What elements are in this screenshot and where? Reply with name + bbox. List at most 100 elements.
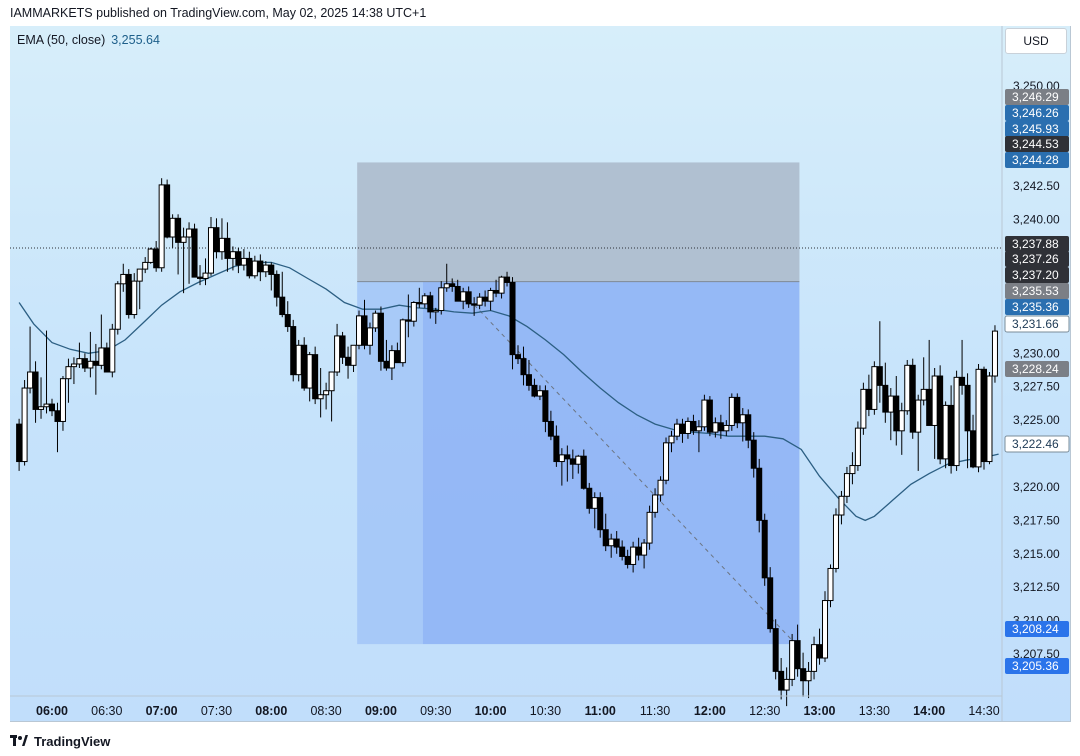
candle — [789, 633, 796, 687]
price-tick-label: 3,230.00 — [1013, 346, 1060, 360]
price-tag: 3,231.66 — [1004, 315, 1070, 333]
time-axis[interactable]: 06:00 06:30 07:00 07:30 08:00 08:30 09:00 09:30… — [10, 695, 1002, 718]
candle — [602, 513, 609, 552]
candle-body — [377, 312, 384, 362]
price-tag-box — [1005, 152, 1069, 168]
candle-body — [476, 296, 483, 306]
candle — [882, 362, 889, 423]
candle-body — [405, 319, 412, 322]
candle-body — [43, 403, 50, 408]
candle-body — [843, 473, 850, 497]
candle — [865, 374, 872, 417]
price-tag: 3,245.93 — [1005, 121, 1069, 137]
candle — [805, 662, 812, 699]
candle-body — [734, 396, 741, 424]
price-tag-box — [1005, 283, 1069, 299]
candle-body — [981, 368, 987, 463]
candle-body — [575, 455, 582, 465]
candle-body — [684, 420, 691, 434]
candle-body — [49, 403, 55, 412]
candle-body — [197, 276, 204, 279]
candle — [131, 273, 138, 319]
price-tag: 3,208.24 — [1005, 621, 1069, 637]
time-tick-label: 07:30 — [201, 704, 232, 718]
ema-legend-label: EMA (50, close) — [17, 33, 106, 47]
candle — [515, 345, 521, 364]
candle-body — [493, 289, 500, 294]
price-tag-box — [1005, 299, 1069, 315]
price-tag-label: 3,235.36 — [1012, 300, 1059, 314]
price-tag-label: 3,245.93 — [1012, 122, 1059, 136]
publish-header: IAMMARKETS published on TradingView.com,… — [10, 6, 427, 20]
indicator-legend[interactable]: EMA (50, close) 3,255.64 — [17, 33, 160, 47]
candle — [158, 178, 165, 272]
candle — [120, 263, 127, 292]
candle-body — [876, 366, 883, 386]
candle — [816, 628, 823, 665]
stop-loss-zone[interactable] — [357, 162, 800, 282]
price-tag-label: 3,205.36 — [1012, 659, 1059, 673]
candle-body — [865, 388, 872, 410]
candle — [114, 281, 121, 335]
candle — [876, 321, 883, 403]
candle-body — [465, 291, 472, 305]
candle-body — [284, 314, 291, 328]
candle — [887, 388, 894, 441]
candle — [904, 359, 911, 415]
price-tags: 3,246.29 3,246.26 3,245.933,244.53 3,244.28… — [1004, 89, 1070, 674]
candle-body — [597, 497, 604, 531]
candle-body — [772, 628, 779, 672]
candle-body — [251, 260, 258, 277]
candle-body — [290, 326, 297, 376]
price-tag-label: 3,244.53 — [1012, 137, 1059, 151]
candle-body — [547, 420, 554, 437]
price-tick-label: 3,227.50 — [1013, 380, 1060, 394]
candle — [399, 318, 406, 367]
candle-body — [756, 467, 763, 521]
candle-body — [229, 251, 236, 259]
candle — [257, 254, 264, 282]
candle — [827, 564, 834, 608]
candle — [345, 346, 352, 379]
candle — [547, 410, 554, 441]
candle — [98, 314, 105, 370]
candle — [646, 505, 653, 550]
candle-body — [142, 261, 149, 270]
candle-body — [668, 435, 675, 444]
candle — [125, 269, 132, 319]
position-tool[interactable] — [357, 162, 800, 645]
candle — [301, 337, 308, 391]
candle-body — [153, 248, 160, 269]
candle — [975, 363, 982, 473]
ema-line — [18, 261, 999, 522]
time-tick-label: 09:00 — [365, 704, 397, 718]
candle-body — [580, 455, 587, 489]
candle-body — [778, 670, 785, 691]
candle — [920, 357, 927, 406]
price-tag: 3,235.36 — [1005, 299, 1069, 315]
candle-body — [268, 264, 275, 275]
candle — [323, 382, 330, 410]
target-zone[interactable] — [422, 281, 800, 645]
candle-body — [235, 251, 242, 266]
price-tick-label: 3,217.50 — [1013, 513, 1060, 527]
candle — [306, 351, 313, 402]
candle-body — [558, 454, 565, 463]
candle-body — [416, 302, 423, 305]
price-tick-label: 3,240.00 — [1013, 213, 1060, 227]
candle-body — [646, 511, 653, 544]
candle — [734, 393, 741, 429]
candle-body — [372, 312, 379, 329]
candle — [959, 339, 966, 395]
candle-body — [98, 347, 105, 366]
candle — [465, 286, 472, 308]
candle — [449, 278, 456, 292]
candle-body — [427, 295, 434, 313]
candle — [937, 365, 944, 465]
candle-body — [986, 375, 993, 463]
currency-button[interactable]: USD — [1005, 28, 1067, 54]
candle-body — [838, 495, 845, 516]
candle-body — [443, 283, 450, 289]
price-tick-label: 3,220.00 — [1013, 480, 1060, 494]
